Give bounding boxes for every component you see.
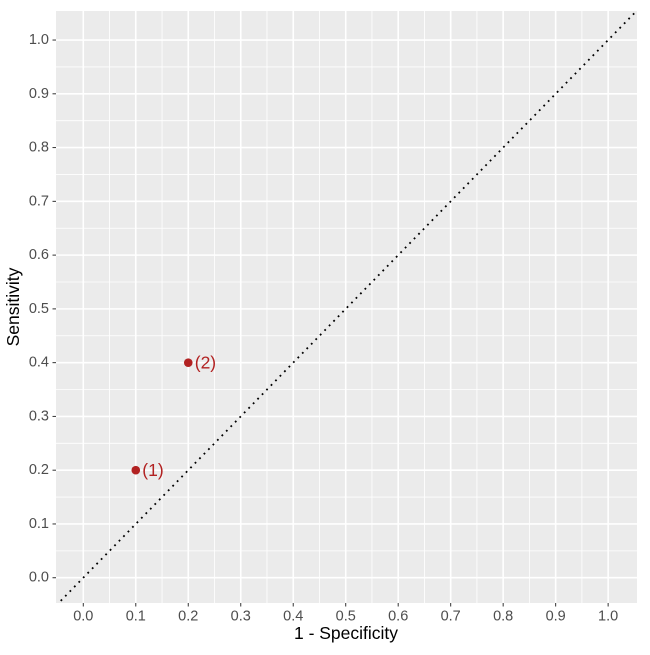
x-tick-label: 0.8 xyxy=(493,609,513,625)
y-axis-title: Sensitivity xyxy=(3,267,23,346)
x-tick-label: 1.0 xyxy=(598,609,618,625)
x-tick-label: 0.6 xyxy=(388,609,408,625)
y-tick-label: 1.0 xyxy=(29,32,49,48)
x-tick-label: 0.7 xyxy=(441,609,461,625)
x-tick-label: 0.9 xyxy=(546,609,566,625)
x-tick-label: 0.1 xyxy=(126,609,146,625)
data-point-label: (1) xyxy=(142,460,163,480)
y-tick-label: 0.9 xyxy=(29,86,49,102)
x-axis-title: 1 - Specificity xyxy=(294,623,398,643)
y-tick-label: 0.5 xyxy=(29,301,49,317)
data-point xyxy=(131,465,141,475)
y-tick-label: 0.4 xyxy=(29,355,49,371)
data-points-layer: (1) (2) xyxy=(131,353,216,480)
data-point-label: (2) xyxy=(195,353,216,373)
x-tick-label: 0.2 xyxy=(178,609,198,625)
y-tick-label: 0.7 xyxy=(29,193,49,209)
x-tick-label: 0.4 xyxy=(283,609,303,625)
x-tick-label: 0.5 xyxy=(336,609,356,625)
x-tick-label: 0.3 xyxy=(231,609,251,625)
y-tick-label: 0.6 xyxy=(29,247,49,263)
axes-layer: 0.0 0.1 0.2 0.3 0.4 0.5 0.6 0.7 0.8 0.9 1.0 0.0 0.1 0… xyxy=(29,32,618,624)
y-tick-label: 0.2 xyxy=(29,462,49,478)
y-tick-label: 0.3 xyxy=(29,408,49,424)
gridlines-layer xyxy=(56,11,637,603)
y-tick-label: 0.8 xyxy=(29,140,49,156)
y-tick-label: 0.1 xyxy=(29,516,49,532)
y-tick-label: 0.0 xyxy=(29,570,49,586)
x-tick-label: 0.0 xyxy=(73,609,93,625)
data-point xyxy=(183,358,193,367)
